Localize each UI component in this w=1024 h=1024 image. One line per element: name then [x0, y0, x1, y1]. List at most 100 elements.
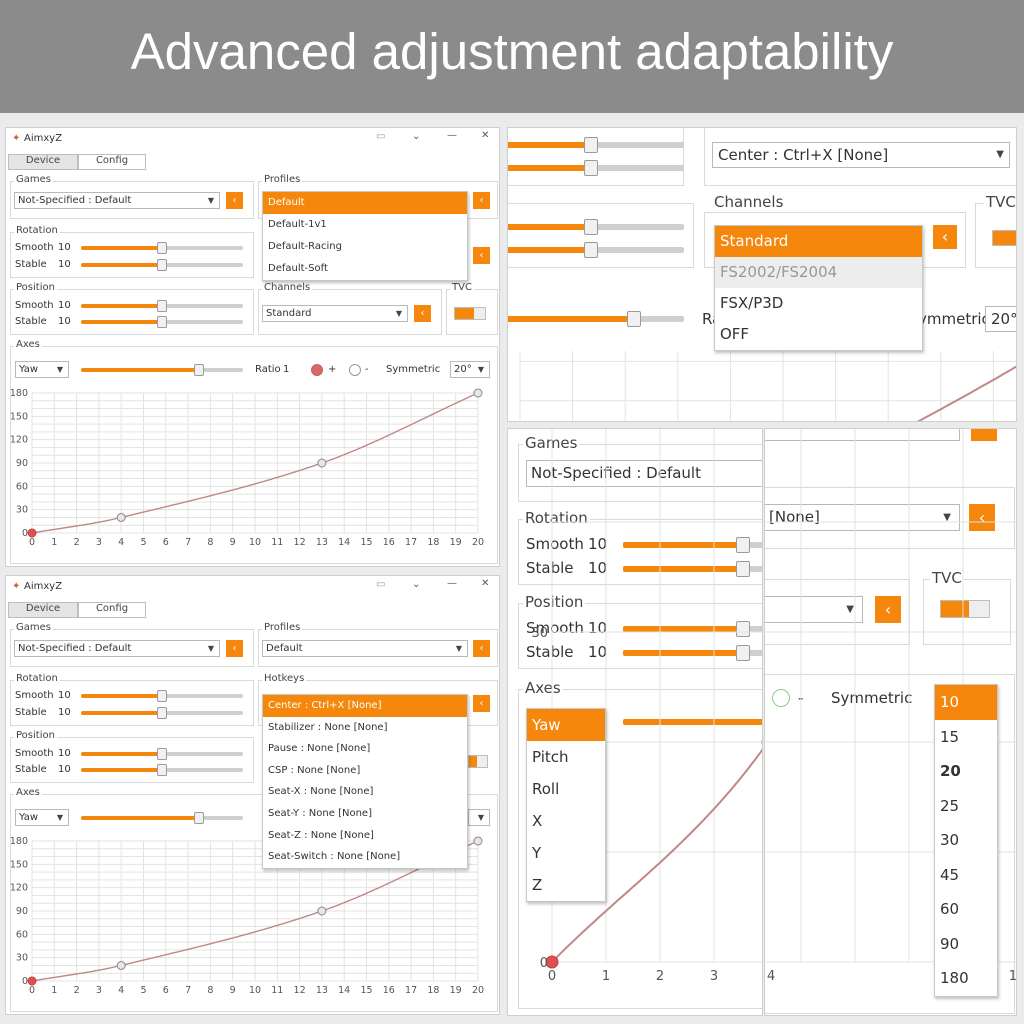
dropdown-option[interactable]: Center : Ctrl+X [None] [263, 695, 467, 717]
channels-select[interactable]: ▼ [765, 596, 863, 623]
dropdown-option[interactable]: 20 [940, 762, 961, 780]
channels-select[interactable]: Standard ▼ [262, 305, 408, 322]
stable-slider[interactable] [508, 242, 684, 258]
hotkeys-select[interactable]: Center : Ctrl+X [None] ▼ [712, 142, 1010, 168]
slider-thumb[interactable] [157, 259, 167, 271]
response-chart-zoom[interactable]: 0123456030 [508, 429, 763, 1016]
dropdown-option[interactable]: 60 [940, 900, 960, 918]
dropdown-option[interactable]: Default-Soft [268, 263, 328, 274]
channels-dropdown[interactable]: Standard FS2002/FS2004 FSX/P3D OFF [714, 225, 923, 351]
channels-back-button[interactable]: ‹ [414, 305, 431, 322]
axis-select[interactable]: Yaw ▼ [15, 361, 69, 378]
channels-back-button[interactable]: ‹ [875, 596, 901, 623]
position-smooth-slider[interactable] [623, 621, 762, 637]
dropdown-option[interactable]: 15 [940, 727, 960, 746]
slider-thumb[interactable] [736, 645, 750, 661]
dropdown-option[interactable]: Seat-Switch : None [None] [268, 851, 401, 863]
symmetric-dropdown[interactable]: 10 15 20 25 30 45 60 90 180 [934, 684, 998, 997]
dropdown-option[interactable]: 45 [940, 865, 960, 884]
slider-thumb[interactable] [194, 812, 205, 824]
slider-thumb[interactable] [157, 764, 167, 776]
slider-thumb[interactable] [157, 690, 167, 702]
ratio-slider[interactable] [81, 364, 243, 376]
slider-thumb[interactable] [736, 537, 750, 553]
position-stable-slider[interactable] [81, 764, 243, 776]
slider-thumb[interactable] [157, 748, 167, 760]
response-chart-zoom[interactable] [508, 351, 1017, 422]
response-chart[interactable]: 0 1 2 3 4 5 6 7 8 9 10 11 12 13 14 15 16 17 18 19 2003060901… [6, 128, 500, 567]
dropdown-option[interactable]: Seat-X : None [None] [268, 786, 374, 798]
tvc-toggle[interactable] [992, 230, 1016, 246]
slider-thumb[interactable] [584, 219, 598, 235]
hotkeys-select[interactable]: [None] ▼ [765, 504, 960, 531]
position-smooth-slider[interactable] [81, 748, 243, 760]
tvc-toggle[interactable] [468, 755, 488, 768]
dropdown-option[interactable]: Default-1v1 [268, 219, 327, 230]
dropdown-option[interactable]: Seat-Y : None [None] [268, 807, 372, 819]
dropdown-option[interactable]: FSX/P3D [720, 294, 784, 312]
profiles-dropdown[interactable]: Default Default-1v1 Default-Racing Default-… [262, 191, 468, 281]
symmetric-select[interactable]: ▼ [468, 809, 490, 826]
dropdown-option[interactable]: 30 [940, 831, 960, 849]
dropdown-option[interactable]: 180 [940, 969, 969, 987]
radio-minus[interactable] [772, 689, 790, 707]
slider-thumb[interactable] [584, 160, 598, 176]
games-back-button[interactable]: ‹ [226, 640, 243, 657]
dropdown-option[interactable]: Default-Racing [268, 241, 342, 252]
smooth-slider[interactable] [508, 137, 684, 153]
profiles-back-button[interactable]: ‹ [473, 192, 490, 209]
slider-thumb[interactable] [157, 707, 167, 719]
rotation-smooth-slider[interactable] [81, 242, 243, 254]
chevron-down-icon[interactable]: ⌄ [412, 131, 421, 142]
games-back-button[interactable]: ‹ [226, 192, 243, 209]
hotkeys-back-button[interactable]: ‹ [969, 504, 995, 531]
slider-thumb[interactable] [626, 311, 641, 327]
dropdown-option[interactable]: Roll [532, 780, 560, 798]
hotkeys-dropdown[interactable]: Center : Ctrl+X [None] Stabilizer : None … [262, 694, 468, 869]
tvc-toggle[interactable] [940, 600, 990, 618]
feedback-icon[interactable]: ▭ [376, 579, 386, 590]
profiles-back-button[interactable]: ‹ [473, 640, 490, 657]
dropdown-option[interactable]: Standard [715, 226, 922, 257]
dropdown-option[interactable]: 25 [940, 796, 960, 815]
close-icon[interactable]: ✕ [481, 578, 490, 589]
dropdown-option[interactable]: Default [263, 192, 467, 214]
dropdown-option[interactable]: OFF [720, 325, 750, 343]
profiles-select[interactable] [765, 429, 960, 441]
dropdown-option[interactable]: 10 [935, 685, 997, 720]
tab-config[interactable]: Config [78, 602, 146, 618]
minimize-icon[interactable]: — [447, 130, 457, 141]
dropdown-option[interactable]: 90 [940, 934, 960, 953]
dropdown-option[interactable]: Pitch [532, 748, 569, 766]
stable-slider[interactable] [508, 160, 684, 176]
minimize-icon[interactable]: — [447, 578, 457, 589]
profiles-back-button[interactable] [971, 429, 997, 441]
position-smooth-slider[interactable] [81, 300, 243, 312]
rotation-stable-slider[interactable] [81, 259, 243, 271]
slider-thumb[interactable] [157, 300, 167, 312]
tvc-toggle[interactable] [454, 307, 486, 320]
hotkeys-back-button[interactable]: ‹ [473, 247, 490, 264]
slider-thumb[interactable] [157, 316, 167, 328]
dropdown-option[interactable]: Z [532, 876, 543, 894]
games-select[interactable]: Not-Specified : Default ▼ [14, 192, 220, 209]
dropdown-option[interactable]: Stabilizer : None [None] [268, 721, 388, 733]
tab-device[interactable]: Device [8, 154, 78, 170]
profiles-select[interactable]: Default ▼ [262, 640, 468, 657]
feedback-icon[interactable]: ▭ [376, 131, 386, 142]
ratio-slider[interactable] [508, 311, 684, 327]
slider-thumb[interactable] [736, 561, 750, 577]
dropdown-option[interactable]: Yaw [527, 709, 605, 741]
axis-select[interactable]: Yaw ▼ [15, 809, 69, 826]
slider-thumb[interactable] [736, 621, 750, 637]
rotation-stable-slider[interactable] [81, 707, 243, 719]
channels-back-button[interactable]: ‹ [933, 225, 957, 249]
radio-plus[interactable] [311, 364, 323, 376]
games-select[interactable]: Not-Specified : Default [526, 460, 762, 487]
hotkeys-back-button[interactable]: ‹ [473, 695, 490, 712]
axes-dropdown[interactable]: Yaw Pitch Roll X Y Z [526, 708, 606, 902]
tab-config[interactable]: Config [78, 154, 146, 170]
position-stable-slider[interactable] [623, 645, 762, 661]
slider-thumb[interactable] [157, 242, 167, 254]
